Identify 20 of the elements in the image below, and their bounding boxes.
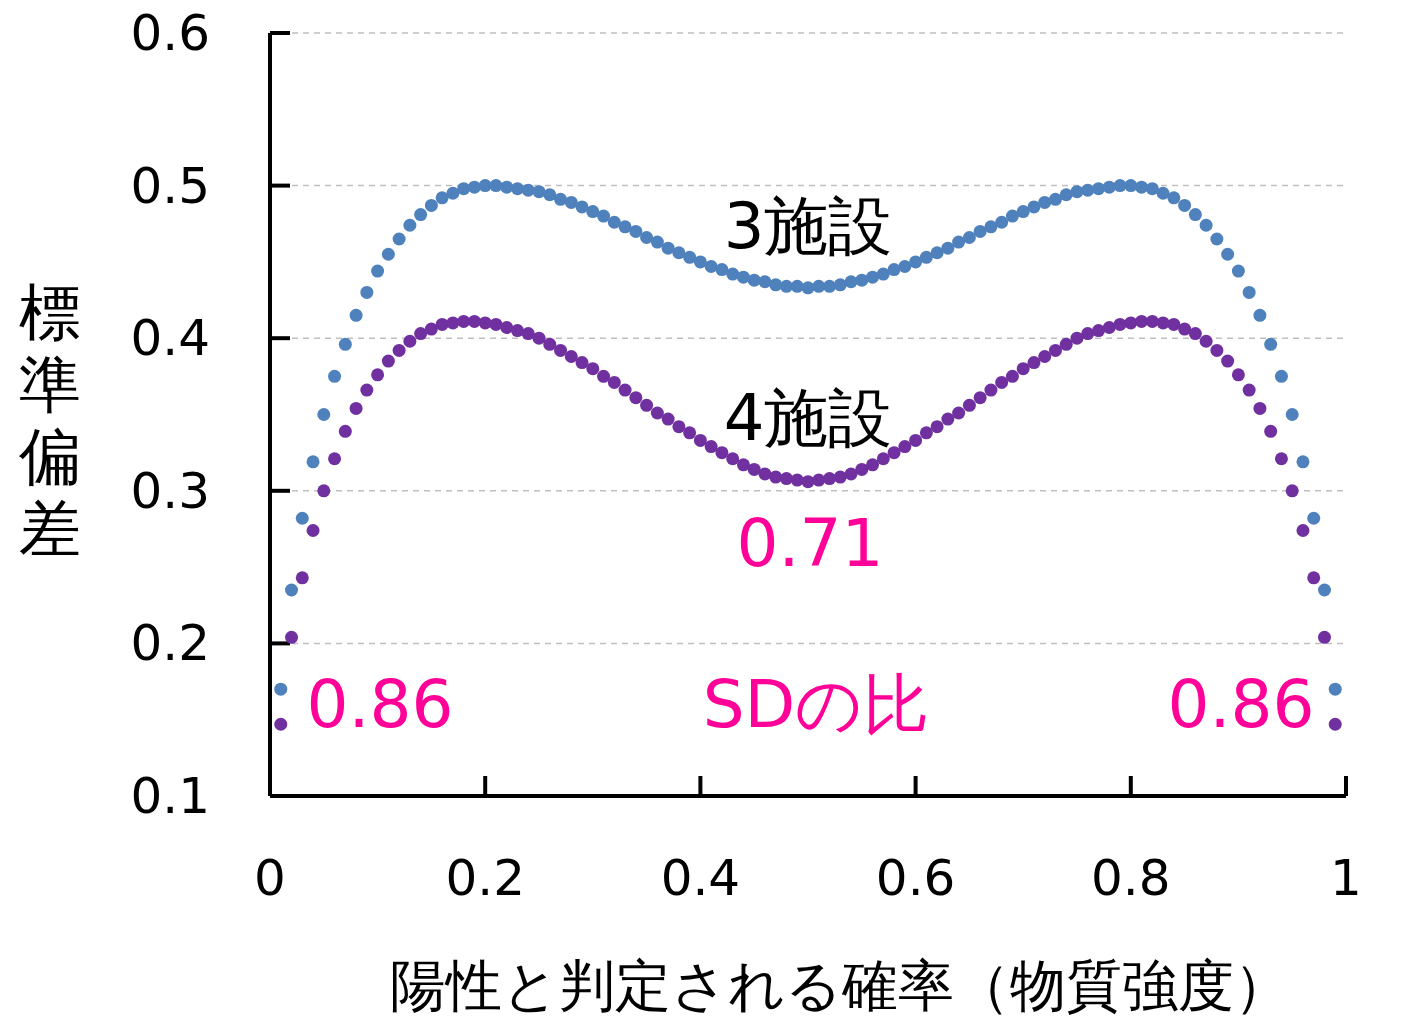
y-axis-title: 標準偏差	[19, 275, 81, 565]
x-tick-label: 0.8	[1091, 849, 1171, 907]
annotation: 0.86	[1167, 665, 1315, 743]
x-tick-label: 0	[254, 849, 286, 907]
annotation: 0.86	[306, 665, 454, 743]
x-tick-label: 0.4	[660, 849, 741, 907]
annotation: SDの比	[702, 665, 930, 743]
x-tick-label: 0.6	[875, 849, 956, 907]
series-label: 4施設	[723, 380, 893, 455]
y-tick-label: 0.3	[130, 461, 210, 520]
y-tick-label: 0.2	[130, 614, 210, 673]
x-axis-title: 陽性と判定される確率（物質強度）	[390, 952, 1290, 1018]
series-label: 3施設	[723, 188, 893, 263]
y-tick-label: 0.5	[130, 156, 210, 215]
y-tick-label: 0.1	[130, 767, 210, 825]
annotation: 0.71	[736, 504, 884, 582]
x-tick-label: 1	[1330, 849, 1362, 907]
y-tick-label: 0.4	[130, 309, 210, 368]
y-tick-label: 0.6	[130, 4, 210, 62]
x-tick-label: 0.2	[445, 849, 525, 907]
